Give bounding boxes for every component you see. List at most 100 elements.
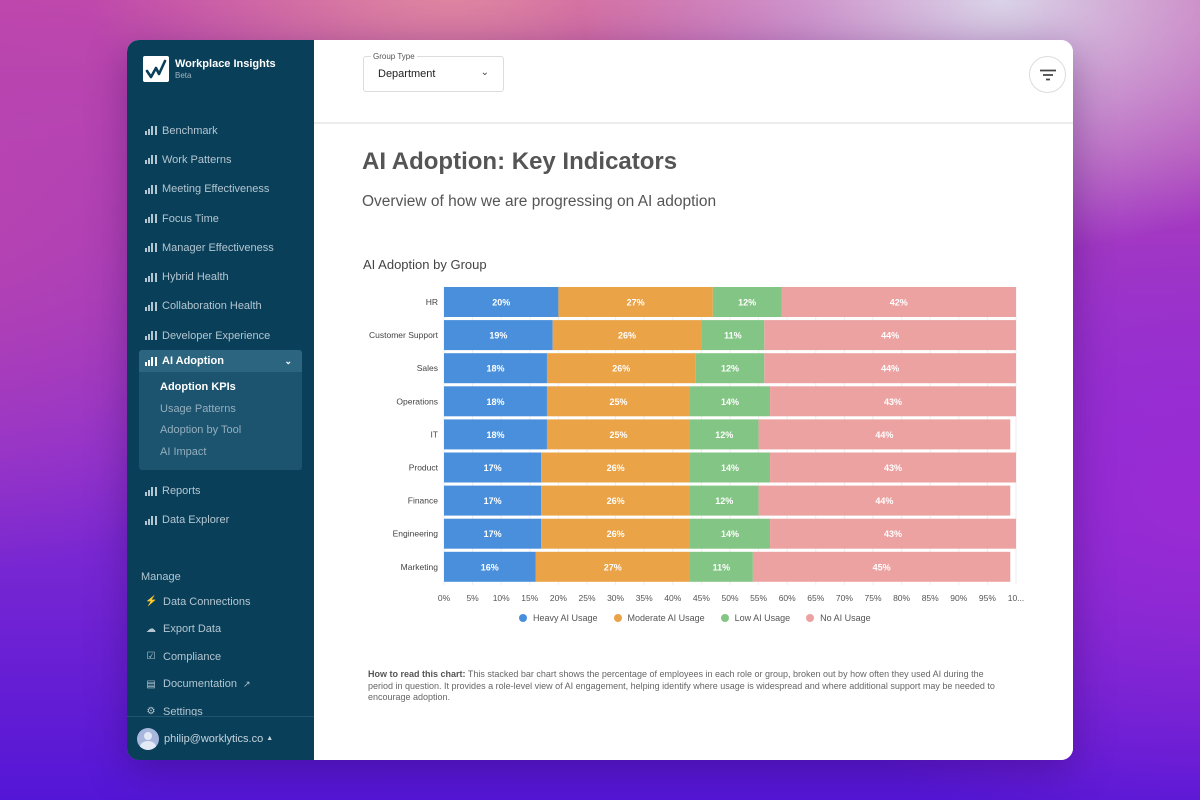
cloud-download-icon: ☁ [145, 624, 157, 635]
sidebar-group-ai-adoption: AI Adoption ⌄ Adoption KPIsUsage Pattern… [139, 350, 302, 470]
sidebar-item-manager-effectiveness[interactable]: Manager Effectiveness [127, 233, 314, 262]
data-label: 45% [873, 562, 891, 572]
x-tick-label: 40% [664, 593, 681, 603]
legend-swatch [721, 614, 729, 622]
manage-item-compliance[interactable]: ☑Compliance [145, 643, 305, 671]
data-label: 17% [484, 496, 502, 506]
sidebar-subitem-adoption-by-tool[interactable]: Adoption by Tool [139, 419, 302, 441]
legend-label: Heavy AI Usage [533, 613, 598, 623]
bar-chart-icon [145, 185, 157, 194]
y-category-label: Finance [408, 496, 439, 506]
sidebar: Workplace Insights Beta Benchmark Work Pa… [127, 40, 314, 760]
document-icon: ▤ [145, 679, 157, 690]
legend-swatch [519, 614, 527, 622]
y-category-label: IT [430, 429, 438, 439]
sidebar-item-focus-time[interactable]: Focus Time [127, 204, 314, 233]
data-label: 43% [884, 397, 902, 407]
group-type-value: Department [378, 68, 435, 80]
sidebar-item-data-explorer[interactable]: Data Explorer [127, 506, 314, 535]
app-window: Workplace Insights Beta Benchmark Work Pa… [127, 40, 1073, 760]
sidebar-item-collaboration-health[interactable]: Collaboration Health [127, 292, 314, 321]
topbar: Group Type Department ⌄ [314, 40, 1073, 124]
x-tick-label: 5% [466, 593, 479, 603]
bar-chart-icon [145, 214, 157, 223]
x-tick-label: 0% [438, 593, 451, 603]
sidebar-item-hybrid-health[interactable]: Hybrid Health [127, 262, 314, 291]
manage-item-documentation[interactable]: ▤ Documentation ↗ [145, 671, 305, 699]
caret-up-icon: ▲ [266, 735, 273, 742]
sidebar-item-label: Meeting Effectiveness [162, 183, 269, 195]
x-tick-label: 75% [864, 593, 881, 603]
data-label: 14% [721, 463, 739, 473]
x-tick-label: 85% [922, 593, 939, 603]
bar-chart-icon [145, 155, 157, 164]
legend-item-no-ai-usage[interactable]: No AI Usage [806, 613, 871, 623]
user-menu[interactable]: philip@worklytics.co ▲ [127, 716, 314, 760]
legend-item-low-ai-usage[interactable]: Low AI Usage [721, 613, 791, 623]
sidebar-nav: Benchmark Work Patterns Meeting Effectiven… [127, 116, 314, 535]
sidebar-item-meeting-effectiveness[interactable]: Meeting Effectiveness [127, 175, 314, 204]
bar-chart-icon [145, 357, 157, 366]
x-tick-label: 35% [636, 593, 653, 603]
manage-item-export-data[interactable]: ☁Export Data [145, 616, 305, 644]
legend-label: Low AI Usage [735, 613, 791, 623]
data-label: 27% [604, 562, 622, 572]
sidebar-item-label: AI Adoption [162, 355, 224, 367]
sidebar-item-developer-experience[interactable]: Developer Experience [127, 321, 314, 350]
data-label: 26% [607, 496, 625, 506]
data-label: 18% [486, 397, 504, 407]
chart-explanation-lead: How to read this chart: [368, 669, 466, 679]
y-category-label: Operations [396, 396, 438, 406]
filter-button[interactable] [1029, 56, 1066, 93]
sidebar-item-benchmark[interactable]: Benchmark [127, 116, 314, 145]
x-tick-label: 70% [836, 593, 853, 603]
group-type-select[interactable]: Group Type Department ⌄ [363, 56, 504, 92]
x-tick-label: 45% [693, 593, 710, 603]
chevron-down-icon: ⌄ [284, 356, 292, 367]
data-label: 26% [607, 463, 625, 473]
sidebar-item-reports[interactable]: Reports [127, 476, 314, 505]
data-label: 19% [489, 331, 507, 341]
logo-icon [143, 56, 169, 82]
y-category-label: Customer Support [369, 330, 439, 340]
group-type-label: Group Type [371, 52, 417, 61]
brand[interactable]: Workplace Insights Beta [143, 56, 276, 82]
sidebar-item-label: Work Patterns [162, 154, 232, 166]
legend-item-moderate-ai-usage[interactable]: Moderate AI Usage [614, 613, 705, 623]
sidebar-item-label: Data Explorer [162, 514, 229, 526]
data-label: 44% [875, 496, 893, 506]
sidebar-item-label: Reports [162, 485, 201, 497]
external-link-icon: ↗ [243, 679, 251, 690]
manage-item-data-connections[interactable]: ⚡Data Connections [145, 588, 305, 616]
manage-item-label: Documentation [163, 678, 237, 690]
legend-item-heavy-ai-usage[interactable]: Heavy AI Usage [519, 613, 598, 623]
sidebar-subitem-ai-impact[interactable]: AI Impact [139, 441, 302, 463]
sidebar-item-label: Collaboration Health [162, 300, 262, 312]
sidebar-subitem-usage-patterns[interactable]: Usage Patterns [139, 398, 302, 420]
x-tick-label: 90% [950, 593, 967, 603]
legend-swatch [806, 614, 814, 622]
x-tick-label: 10... [1008, 593, 1025, 603]
data-label: 12% [738, 298, 756, 308]
legend-swatch [614, 614, 622, 622]
app-name: Workplace Insights [175, 58, 276, 70]
x-tick-label: 25% [578, 593, 595, 603]
x-tick-label: 65% [807, 593, 824, 603]
data-label: 12% [715, 496, 733, 506]
sidebar-item-work-patterns[interactable]: Work Patterns [127, 145, 314, 174]
chart-legend: Heavy AI Usage Moderate AI Usage Low AI Us… [519, 613, 871, 623]
data-label: 12% [721, 364, 739, 374]
chart-explanation: How to read this chart: This stacked bar… [368, 669, 1008, 704]
x-tick-label: 80% [893, 593, 910, 603]
sidebar-item-ai-adoption[interactable]: AI Adoption ⌄ [139, 350, 302, 372]
stacked-bar-chart: 0%5%10%15%20%25%30%35%40%45%50%55%60%65%… [314, 270, 1073, 610]
y-category-label: Engineering [393, 529, 439, 539]
sidebar-subitem-adoption-kpis[interactable]: Adoption KPIs [139, 376, 302, 398]
data-label: 43% [884, 529, 902, 539]
bar-chart-icon [145, 516, 157, 525]
x-tick-label: 15% [521, 593, 538, 603]
manage-list: ⚡Data Connections☁Export Data☑Compliance… [145, 588, 305, 726]
data-label: 44% [881, 364, 899, 374]
clipboard-check-icon: ☑ [145, 651, 157, 662]
user-email: philip@worklytics.co [164, 733, 263, 745]
